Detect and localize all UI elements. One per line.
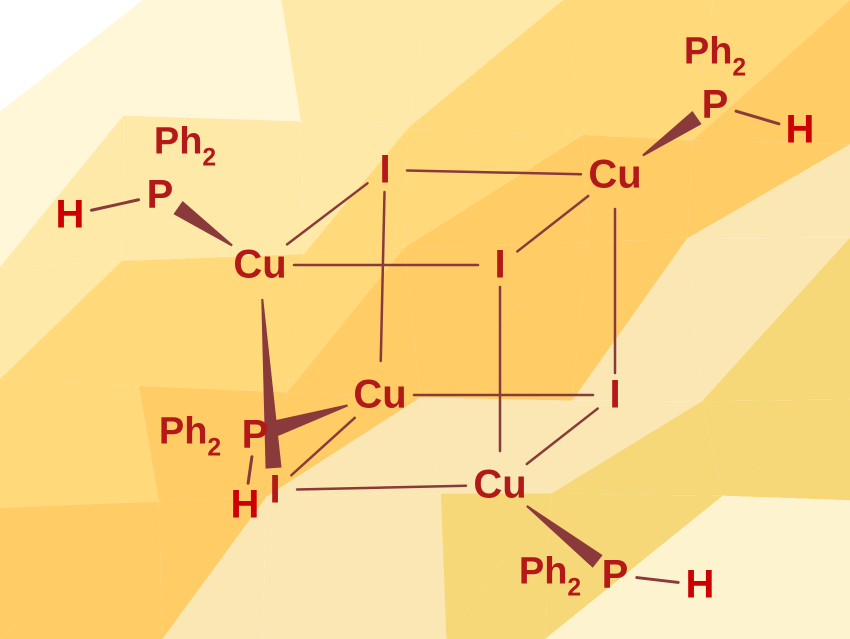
atom-ph2: Ph2 — [684, 31, 746, 80]
atom-cu4: Cu — [473, 463, 526, 508]
atom-h1: H — [56, 193, 85, 238]
label-layer: CuCuCuCuIIIIPPPPPh2Ph2Ph2Ph2HHHH — [0, 0, 850, 639]
atom-ph4: Ph2 — [519, 551, 581, 600]
atom-i4: I — [269, 468, 280, 513]
atom-p4: P — [602, 553, 629, 598]
atom-cu2: Cu — [588, 153, 641, 198]
atom-p3: P — [242, 413, 269, 458]
atom-h4: H — [686, 563, 715, 608]
atom-i1: I — [379, 148, 390, 193]
atom-ph3: Ph2 — [159, 411, 221, 460]
atom-p2: P — [702, 83, 729, 128]
atom-p1: P — [147, 173, 174, 218]
atom-h2: H — [786, 108, 815, 153]
atom-cu3: Cu — [353, 373, 406, 418]
atom-cu1: Cu — [233, 243, 286, 288]
atom-ph1: Ph2 — [154, 121, 216, 170]
atom-i2: I — [494, 243, 505, 288]
atom-i3: I — [609, 373, 620, 418]
atom-h3: H — [231, 483, 260, 528]
